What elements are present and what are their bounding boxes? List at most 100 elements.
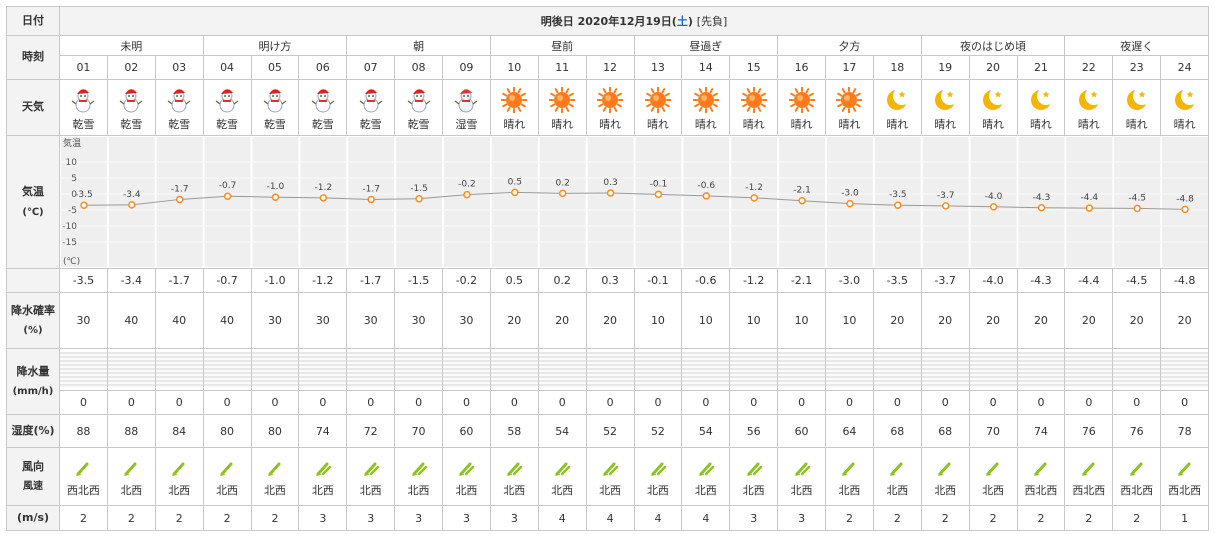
wind-cell: 北西 — [681, 447, 731, 506]
precip-prob-cell: 10 — [729, 292, 779, 349]
humidity-cell: 56 — [729, 414, 779, 448]
wind-arrow-icon — [938, 462, 951, 476]
weather-text: 晴れ — [1125, 118, 1148, 131]
moon-icon — [887, 87, 911, 110]
wind-arrow-icon — [1081, 462, 1095, 476]
snowman-icon — [72, 89, 95, 113]
period-header: 朝 — [346, 35, 491, 56]
hour-cell: 16 — [777, 55, 826, 80]
temperature-data-label: -1.2 — [315, 183, 333, 193]
sun-icon — [597, 87, 624, 113]
period-header: 未明 — [59, 35, 204, 56]
period-header: 昼前 — [489, 35, 635, 56]
wind-speed-cell: 2 — [250, 505, 300, 531]
precip-prob-cell: 40 — [202, 292, 252, 349]
wind-arrow-icon — [172, 462, 185, 476]
wind-speed-cell: 2 — [202, 505, 252, 531]
chart-column-bg — [444, 137, 490, 267]
temperature-point — [271, 193, 280, 201]
wind-direction-text: 北西 — [838, 483, 861, 497]
label-precip: 降水量 (mm/h) — [6, 348, 60, 415]
precip-value-cell: 0 — [681, 390, 731, 415]
temp-value-cell: -1.0 — [250, 268, 300, 293]
precip-bar-bg — [587, 351, 634, 388]
weather-cell: 晴れ — [585, 79, 635, 136]
temp-value-cell: -1.5 — [394, 268, 443, 293]
weather-cell: 晴れ — [872, 79, 922, 136]
precip-prob-cell: 20 — [872, 292, 922, 349]
weather-text: 晴れ — [790, 118, 813, 131]
wind-cell: 北西 — [633, 447, 683, 506]
weather-cell: 晴れ — [729, 79, 779, 136]
temperature-point — [1133, 204, 1141, 213]
weather-text: 乾雪 — [72, 118, 95, 131]
weather-text: 晴れ — [1029, 118, 1052, 131]
precip-bar-bg — [874, 351, 921, 388]
period-header: 夜遅く — [1064, 35, 1210, 56]
precip-bar-cell — [250, 348, 300, 391]
wind-cell: 北西 — [346, 447, 396, 506]
wind-cell: 北西 — [920, 447, 970, 506]
wind-direction-text: 北西 — [694, 483, 717, 497]
humidity-cell: 54 — [681, 414, 731, 448]
weather-cell: 乾雪 — [394, 79, 443, 136]
temp-value-cell: -3.5 — [872, 268, 922, 293]
wind-arrow-icon — [459, 462, 475, 476]
weather-cell: 湿雪 — [442, 79, 491, 136]
hour-cell: 07 — [346, 55, 396, 80]
precip-value-cell: 0 — [394, 390, 443, 415]
wind-speed-cell: 2 — [106, 505, 156, 531]
humidity-cell: 52 — [585, 414, 635, 448]
precip-prob-cell: 10 — [777, 292, 826, 349]
wind-cell: 北西 — [489, 447, 539, 506]
temperature-data-label: -1.7 — [171, 184, 189, 194]
temperature-data-label: -4.3 — [1033, 193, 1051, 203]
wind-speed-cell: 4 — [681, 505, 731, 531]
period-header: 夕方 — [777, 35, 922, 56]
precip-bar-bg — [60, 351, 107, 388]
chart-column-bg — [922, 137, 969, 267]
wind-speed-cell: 2 — [920, 505, 970, 531]
forecast-panel: 日付 明後日 2020年12月19日(土) [先負] 時刻 未明 明け方朝昼前 昼過… — [6, 6, 1210, 531]
wind-speed-cell: 3 — [346, 505, 396, 531]
weather-text: 晴れ — [646, 118, 669, 131]
sun-icon — [549, 87, 576, 113]
precip-value-cell: 0 — [1016, 390, 1066, 415]
humidity-cell: 88 — [106, 414, 156, 448]
wind-direction-text: 北西 — [263, 483, 286, 497]
snowman-icon — [167, 89, 191, 113]
snowman-icon — [263, 89, 287, 113]
wind-arrow-icon — [411, 462, 427, 476]
temp-value-cell: -1.2 — [298, 268, 348, 293]
temperature-data-label: -4.5 — [1128, 193, 1146, 203]
precip-bar-cell — [872, 348, 922, 391]
weather-text: 乾雪 — [168, 118, 191, 131]
precip-value-cell: 0 — [250, 390, 300, 415]
weather-cell: 晴れ — [825, 79, 874, 136]
temperature-chart-cell: 気温 (℃) 10 5 0 -5 -10 -15 -3.5 -3.4 -1.7 -0.7 -1.0 -1.… — [58, 135, 1210, 269]
wind-cell: 北西 — [825, 447, 874, 506]
wind-arrow-icon — [1177, 462, 1191, 476]
temp-value-cell: -3.0 — [825, 268, 874, 293]
precip-bar-cell — [681, 348, 731, 391]
weather-text: 乾雪 — [359, 118, 382, 131]
precip-prob-cell: 20 — [1160, 292, 1210, 349]
precip-bar-bg — [778, 351, 825, 388]
precip-bar-cell — [442, 348, 491, 391]
precip-prob-cell: 20 — [489, 292, 539, 349]
temperature-data-label: -3.4 — [123, 190, 141, 200]
temperature-chart: 気温 (℃) 10 5 0 -5 -10 -15 -3.5 -3.4 -1.7 -0.7 -1.0 -1.… — [60, 137, 1208, 267]
chart-column-bg — [587, 137, 634, 267]
precip-prob-cell: 30 — [250, 292, 300, 349]
moon-icon — [935, 87, 959, 110]
precip-value-cell: 0 — [489, 390, 539, 415]
precip-bar-cell — [633, 348, 683, 391]
precip-value-cell: 0 — [1160, 390, 1210, 415]
label-humidity: 湿度(%) — [6, 414, 60, 448]
precip-bar-bg — [251, 351, 298, 388]
precip-bar-cell — [729, 348, 779, 391]
wind-direction-text: 西北西 — [1120, 483, 1154, 497]
label-date: 日付 — [6, 6, 60, 36]
weather-text: 晴れ — [1077, 118, 1100, 131]
precip-bar-cell — [202, 348, 252, 391]
